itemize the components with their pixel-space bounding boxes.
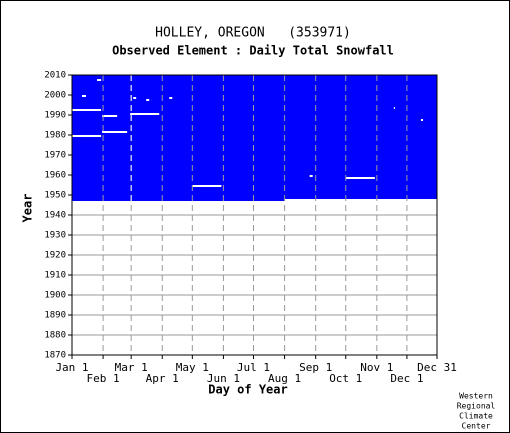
x-tick-label: Oct 1 bbox=[329, 372, 362, 385]
y-tick-label: 2000 bbox=[44, 91, 66, 101]
y-tick-label: 2010 bbox=[44, 71, 66, 81]
y-tick-label: 1870 bbox=[44, 351, 66, 361]
x-tick-label: May 1 bbox=[176, 361, 209, 374]
missing-segment bbox=[284, 199, 437, 201]
plot-border bbox=[71, 74, 438, 356]
footer-line: Western bbox=[459, 392, 493, 401]
chart-title: HOLLEY, OREGON (353971) bbox=[155, 26, 351, 41]
y-tick-label: 1920 bbox=[44, 251, 66, 261]
y-axis-label: Year bbox=[21, 194, 35, 223]
y-tick-label: 1890 bbox=[44, 311, 66, 321]
missing-segment bbox=[72, 135, 102, 137]
y-tick-label: 1900 bbox=[44, 291, 66, 301]
x-tick-label: Jan 1 bbox=[55, 361, 88, 374]
missing-segment bbox=[130, 113, 160, 115]
chart-subtitle: Observed Element : Daily Total Snowfall bbox=[112, 44, 394, 58]
y-tick-label: 1970 bbox=[44, 151, 66, 161]
x-tick-label: Dec 31 bbox=[417, 361, 457, 374]
x-tick-label: Jul 1 bbox=[237, 361, 270, 374]
missing-segment bbox=[82, 95, 87, 97]
y-tick-label: 1950 bbox=[44, 191, 66, 201]
x-tick-label: Sep 1 bbox=[299, 361, 332, 374]
missing-segment bbox=[97, 79, 102, 81]
x-tick-label: Aug 1 bbox=[268, 372, 301, 385]
y-tick-label: 1930 bbox=[44, 231, 66, 241]
missing-segment bbox=[146, 99, 150, 101]
x-axis-label: Day of Year bbox=[208, 383, 287, 397]
x-tick-label: Mar 1 bbox=[115, 361, 148, 374]
missing-segment bbox=[393, 107, 395, 109]
missing-segment bbox=[102, 131, 128, 133]
y-tick-label: 1880 bbox=[44, 331, 66, 341]
missing-segment bbox=[102, 115, 118, 117]
missing-segment bbox=[309, 175, 313, 177]
missing-segment bbox=[345, 177, 375, 179]
missing-segment bbox=[192, 185, 222, 187]
x-tick-label: Dec 1 bbox=[390, 372, 423, 385]
y-tick-label: 1910 bbox=[44, 271, 66, 281]
footer-line: Center bbox=[462, 422, 491, 431]
x-tick-label: Nov 1 bbox=[360, 361, 393, 374]
x-tick-label: Jun 1 bbox=[207, 372, 240, 385]
footer-line: Regional bbox=[457, 402, 496, 411]
x-tick-label: Apr 1 bbox=[146, 372, 179, 385]
missing-segment bbox=[133, 97, 137, 99]
missing-segment bbox=[72, 109, 102, 111]
y-tick-label: 1960 bbox=[44, 171, 66, 181]
missing-segment bbox=[169, 97, 173, 99]
coverage-block bbox=[72, 75, 437, 201]
footer-line: Climate bbox=[459, 412, 493, 421]
y-tick-label: 1940 bbox=[44, 211, 66, 221]
missing-segment bbox=[420, 119, 423, 121]
y-tick-label: 1990 bbox=[44, 111, 66, 121]
x-tick-label: Feb 1 bbox=[87, 372, 120, 385]
y-tick-label: 1980 bbox=[44, 131, 66, 141]
